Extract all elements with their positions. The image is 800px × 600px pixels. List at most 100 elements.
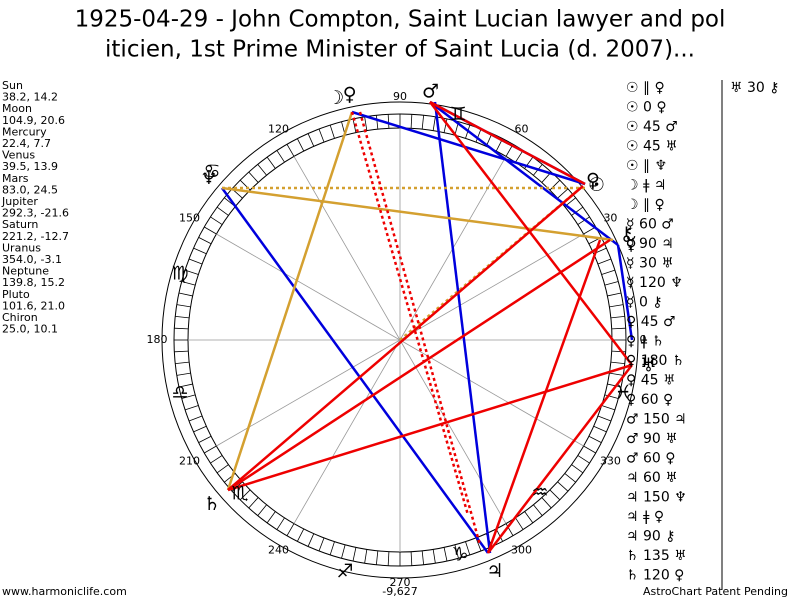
degree-label: 270 [390, 576, 411, 589]
hatch [604, 281, 619, 286]
planet-name: Neptune [2, 265, 49, 278]
aspect-entry: ♃ 90 ⚷ [626, 529, 676, 545]
sign: ♍ [171, 263, 188, 285]
spoke [399, 339, 507, 524]
wheel [161, 101, 639, 579]
sign: ♐ [336, 561, 353, 583]
aspect-line [429, 101, 633, 366]
hatch [533, 504, 543, 516]
hatch [607, 292, 622, 297]
hatch [387, 114, 390, 129]
planet-glyph: ☿ [625, 233, 637, 255]
aspect-line [429, 101, 619, 246]
hatch [257, 504, 267, 516]
degree-label: 90 [393, 90, 407, 103]
planet-coords: 104.9, 20.6 [2, 114, 65, 127]
hatch [549, 179, 561, 191]
aspect-entry: ♃ ǂ ♀ [626, 509, 664, 525]
hatch [188, 258, 203, 265]
degree-label: 60 [515, 123, 529, 136]
hatch [352, 547, 357, 562]
sign: ♏ [231, 483, 248, 505]
hatch [588, 435, 602, 443]
spoke [216, 233, 401, 341]
planet-name: Chiron [2, 311, 38, 324]
planet-coords: 139.8, 15.2 [2, 276, 65, 289]
aspect-entry: ☉ 0 ♀ [626, 100, 667, 116]
aspect-entry: ☿ 90 ♃ [626, 236, 674, 252]
hatch [410, 551, 413, 566]
hatch [387, 551, 390, 566]
planet-coords: 22.4, 7.7 [2, 137, 51, 150]
hatch [505, 523, 514, 536]
hatch [210, 455, 223, 464]
sign: ♋ [203, 161, 220, 183]
planet-name: Uranus [2, 241, 41, 254]
degree-label: 330 [600, 455, 621, 468]
sign: ♒ [531, 482, 548, 504]
hatch [307, 533, 315, 547]
hatch [318, 128, 325, 143]
aspect-line [226, 111, 354, 491]
aspect-entry: ♀ 45 ♂ [626, 314, 676, 330]
hatch [432, 549, 436, 564]
aspect-entry: ☿ 0 ⚷ [626, 295, 663, 311]
planet-name: Moon [2, 102, 32, 115]
hatch [184, 269, 199, 275]
hatch [364, 116, 368, 131]
aspect-entry: ☉ 45 ♅ [626, 139, 678, 155]
hatch [454, 544, 459, 559]
hatch [549, 489, 561, 501]
aspect-entry: ☽ ǂ ♃ [626, 178, 666, 194]
spoke [293, 156, 401, 341]
planet-glyph: ♅ [640, 355, 657, 377]
planet-coords: 221.2, -12.7 [2, 230, 69, 243]
aspect-entry: ♀ 180 ♄ [626, 353, 684, 369]
hatch [443, 547, 448, 562]
aspect-entry: ☿ 60 ♂ [626, 217, 674, 233]
degree-label: 210 [179, 455, 200, 468]
aspect-line [616, 244, 634, 341]
aspect-entry: ♄ 120 ♀ [626, 568, 684, 584]
planet-glyph: ♀ [343, 84, 357, 106]
hatch [610, 361, 625, 365]
hatch [352, 118, 357, 133]
planet-name: Saturn [2, 218, 38, 231]
sign: ♑ [451, 544, 468, 566]
degree-label: 120 [268, 123, 289, 136]
aspect-entry: ♄ 135 ♅ [626, 548, 687, 564]
hatch [210, 216, 223, 225]
aspect-entry: ☿ 30 ♅ [626, 256, 674, 272]
aspect-entry: ☿ 120 ♆ [626, 275, 683, 291]
footer-center: -9,627 [382, 585, 417, 598]
hatch [198, 237, 212, 245]
hatch [297, 528, 305, 542]
hatch [248, 497, 259, 509]
hatch [276, 150, 285, 163]
hatch [198, 435, 212, 443]
hatch [248, 171, 259, 183]
hatch [375, 115, 379, 130]
aspect-line [220, 187, 490, 554]
sign: ♎ [171, 382, 188, 404]
planet-coords: 354.0, -3.1 [2, 253, 62, 266]
planet-glyph: ♆ [201, 167, 218, 189]
planet-name: Venus [2, 149, 35, 162]
degree-label: 30 [603, 212, 617, 225]
hatch [257, 164, 267, 176]
hatch [307, 133, 315, 147]
hatch [174, 327, 189, 330]
aspect-line [429, 100, 586, 186]
planet-coords: 38.2, 14.2 [2, 91, 58, 104]
hatch [432, 116, 436, 131]
hatch [557, 481, 569, 492]
aspect-entry: ☉ 45 ♂ [626, 119, 678, 135]
aspect-entry: ☉ ∥ ♆ [626, 158, 667, 174]
aspect-line [227, 363, 633, 492]
hatch [276, 517, 285, 530]
aspect-line [227, 185, 584, 491]
hatch [329, 541, 335, 556]
hatch [607, 383, 622, 388]
aspect-line [433, 101, 492, 554]
